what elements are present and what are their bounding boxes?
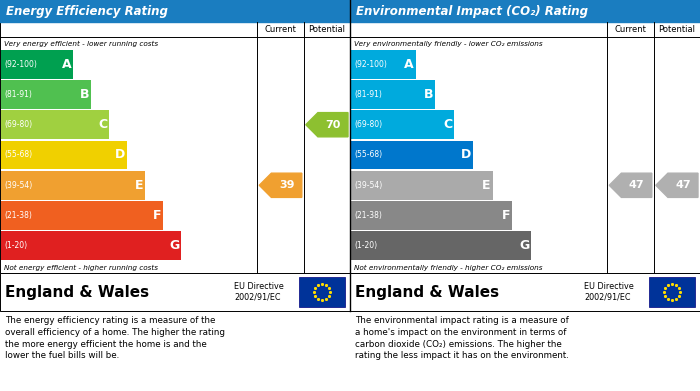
Text: England & Wales: England & Wales [355,285,499,300]
Polygon shape [259,173,302,197]
Text: Environmental Impact (CO₂) Rating: Environmental Impact (CO₂) Rating [356,5,588,18]
Text: (21-38): (21-38) [354,211,382,220]
Text: Current: Current [615,25,647,34]
Text: D: D [461,149,472,161]
Bar [351,141,473,169]
Bar [1,231,181,260]
Text: England & Wales: England & Wales [5,285,149,300]
Text: A: A [404,57,414,71]
Bar [1,110,109,139]
Bar [1,201,163,230]
Text: (81-91): (81-91) [4,90,32,99]
Text: B: B [80,88,90,101]
Bar [1,171,146,200]
Polygon shape [306,113,348,137]
Text: Potential: Potential [659,25,695,34]
Text: G: G [169,239,179,252]
Polygon shape [609,173,652,197]
Bar [1,80,91,109]
Text: G: G [519,239,529,252]
Text: Very environmentally friendly - lower CO₂ emissions: Very environmentally friendly - lower CO… [354,41,542,47]
Text: EU Directive
2002/91/EC: EU Directive 2002/91/EC [234,282,284,302]
Text: (1-20): (1-20) [4,241,27,250]
Text: 70: 70 [326,120,341,130]
Bar [0,22,350,273]
Bar [1,50,74,79]
Bar [351,201,512,230]
Text: C: C [98,118,107,131]
Text: (81-91): (81-91) [354,90,382,99]
Polygon shape [656,173,698,197]
Text: (39-54): (39-54) [4,181,32,190]
Text: Not energy efficient - higher running costs: Not energy efficient - higher running co… [4,265,158,271]
Text: 47: 47 [629,180,645,190]
Text: 47: 47 [675,180,691,190]
Bar [350,22,700,273]
Bar [351,110,454,139]
Text: (55-68): (55-68) [4,151,32,160]
Text: Not environmentally friendly - higher CO₂ emissions: Not environmentally friendly - higher CO… [354,265,542,271]
Text: 39: 39 [279,180,294,190]
Bar [1,141,127,169]
Text: F: F [153,209,162,222]
Text: D: D [115,149,125,161]
Text: E: E [135,179,143,192]
Text: The energy efficiency rating is a measure of the
overall efficiency of a home. T: The energy efficiency rating is a measur… [5,316,225,361]
Text: (69-80): (69-80) [354,120,382,129]
Bar [351,231,531,260]
Text: Very energy efficient - lower running costs: Very energy efficient - lower running co… [4,41,158,47]
Text: C: C [443,118,452,131]
Bar [351,171,493,200]
Text: B: B [424,88,433,101]
Bar [650,277,694,307]
Text: E: E [482,179,491,192]
Bar [0,273,350,311]
Text: The environmental impact rating is a measure of
a home's impact on the environme: The environmental impact rating is a mea… [355,316,569,361]
Bar [351,50,416,79]
Text: EU Directive
2002/91/EC: EU Directive 2002/91/EC [584,282,634,302]
Text: Potential: Potential [309,25,345,34]
Text: A: A [62,57,71,71]
Bar [350,273,700,311]
Bar [351,80,435,109]
Text: (55-68): (55-68) [354,151,382,160]
Text: Energy Efficiency Rating: Energy Efficiency Rating [6,5,168,18]
Text: (1-20): (1-20) [354,241,377,250]
Text: (69-80): (69-80) [4,120,32,129]
Text: (92-100): (92-100) [354,60,387,69]
Text: (21-38): (21-38) [4,211,32,220]
Text: F: F [502,209,510,222]
Text: (92-100): (92-100) [4,60,37,69]
Text: (39-54): (39-54) [354,181,382,190]
Text: Current: Current [265,25,297,34]
Bar [300,277,344,307]
